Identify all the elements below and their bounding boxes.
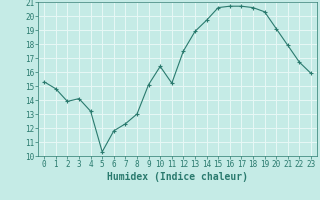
X-axis label: Humidex (Indice chaleur): Humidex (Indice chaleur) [107,172,248,182]
